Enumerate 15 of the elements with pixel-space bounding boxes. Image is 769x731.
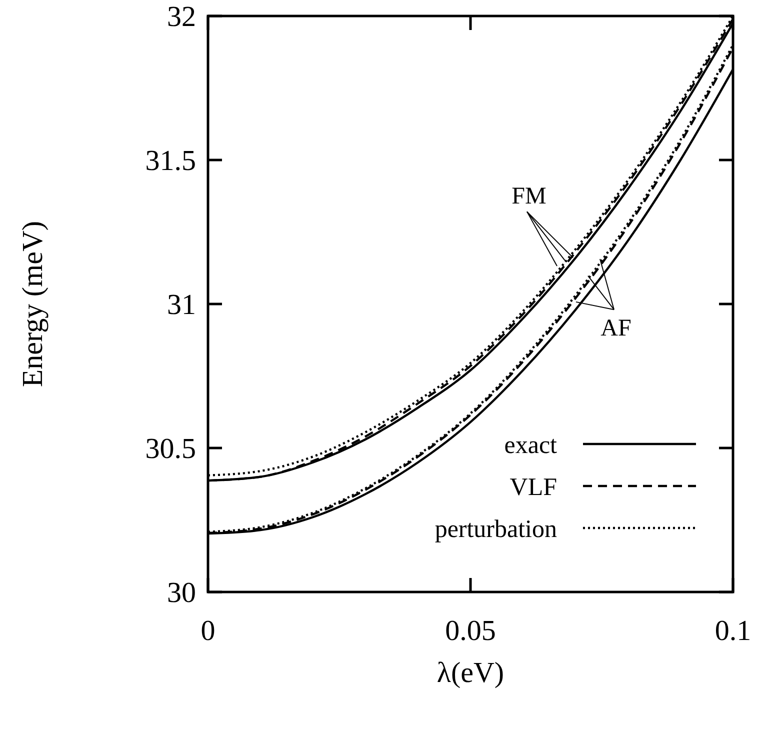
y-tick-label: 30.5 — [145, 433, 196, 465]
y-tick-label: 31.5 — [145, 145, 196, 177]
y-tick-label: 30 — [167, 577, 196, 609]
x-tick-label: 0.1 — [714, 615, 752, 647]
x-tick-label: 0.05 — [445, 615, 496, 647]
y-axis-title: Energy (meV) — [17, 220, 49, 388]
legend-label: perturbation — [434, 516, 558, 543]
y-tick-label: 31 — [167, 289, 196, 321]
annotation: FM — [512, 184, 546, 210]
x-tick-label: 0 — [200, 615, 216, 647]
y-tick-label: 32 — [167, 1, 196, 33]
legend-label: exact — [504, 432, 558, 459]
x-axis-title: λ(eV) — [436, 657, 504, 689]
annotation: AF — [600, 316, 632, 342]
legend-label: VLF — [510, 474, 557, 501]
